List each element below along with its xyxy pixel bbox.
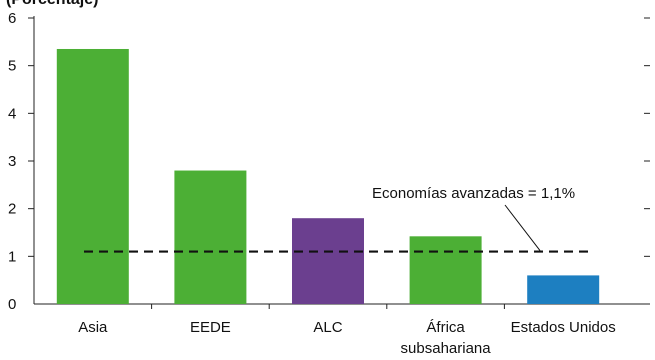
y-tick-label: 5 (8, 58, 16, 75)
bar (527, 275, 600, 304)
category-label: Estados Unidos (511, 319, 616, 336)
y-tick-label: 0 (8, 296, 16, 313)
category-label: EEDE (190, 319, 231, 336)
category-label: ALC (313, 319, 342, 336)
reference-annotation: Economías avanzadas = 1,1% (372, 185, 575, 202)
category-label: Asia (78, 319, 108, 336)
bar (292, 218, 364, 304)
chart-title: (Porcentaje) (6, 0, 98, 8)
y-tick-label: 2 (8, 201, 16, 218)
reference-line-group: Economías avanzadas = 1,1% (84, 185, 594, 253)
bars (56, 48, 600, 304)
bar (174, 170, 247, 304)
category-label: África (426, 319, 465, 336)
category-labels: Asia EEDE ALC África subsahariana Estados Uni… (78, 319, 616, 357)
y-tick-label: 3 (8, 153, 16, 170)
y-tick-label: 1 (8, 248, 16, 265)
annotation-leader (504, 204, 541, 251)
category-label: subsahariana (401, 340, 492, 357)
y-tick-label: 4 (8, 105, 16, 122)
bar (56, 48, 129, 304)
y-tick-label: 6 (8, 10, 16, 27)
bar (409, 236, 482, 304)
